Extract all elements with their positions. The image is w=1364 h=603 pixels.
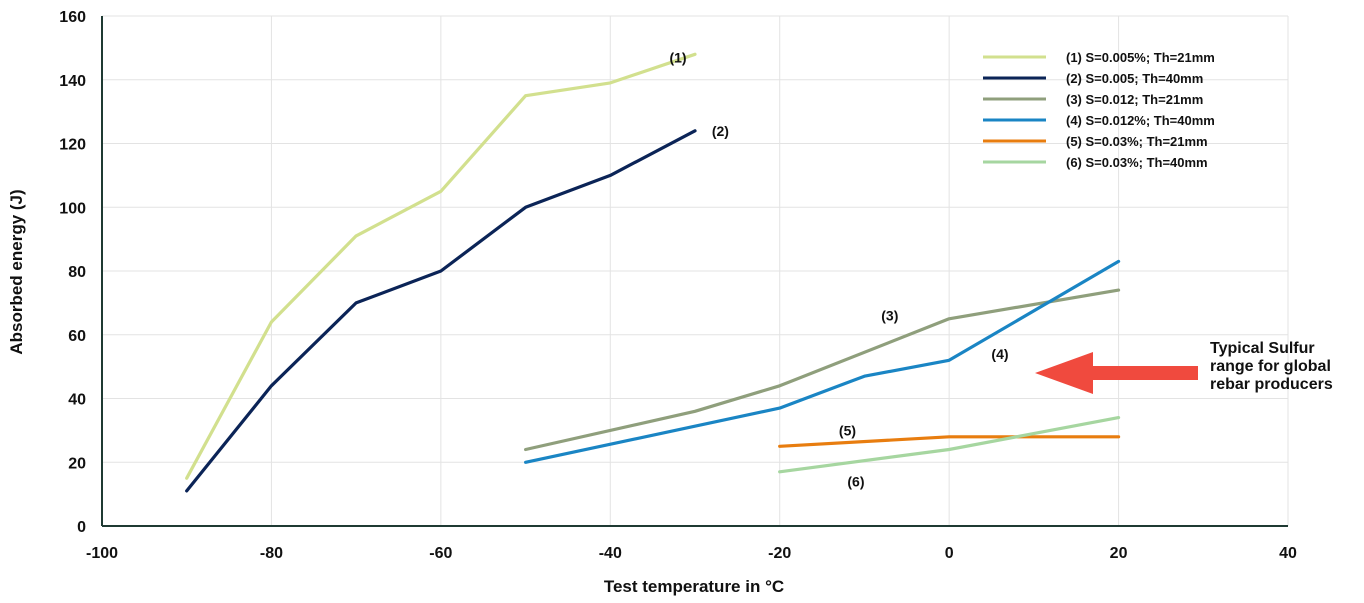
- curve-label-2: (2): [712, 123, 729, 139]
- legend-label-6: (6) S=0.03%; Th=40mm: [1066, 155, 1208, 170]
- tick-labels: 0 20 40 60 80 100 120 140 160 -100 -80 -60 -40 -20 0 20…: [59, 9, 1297, 562]
- legend: (1) S=0.005%; Th=21mm (2) S=0.005; Th=40m…: [983, 50, 1215, 170]
- grid: [102, 15, 1289, 526]
- series-lines: [185, 52, 1121, 493]
- y-axis-title: Absorbed energy (J): [7, 189, 26, 354]
- y-tick-label: 140: [59, 73, 86, 90]
- y-tick-label: 80: [68, 264, 86, 281]
- legend-label-5: (5) S=0.03%; Th=21mm: [1066, 134, 1208, 149]
- x-tick-label: -100: [86, 545, 118, 562]
- curve-label-3: (3): [881, 308, 898, 324]
- y-tick-label: 40: [68, 392, 86, 409]
- legend-label-3: (3) S=0.012; Th=21mm: [1066, 92, 1203, 107]
- y-tick-label: 120: [59, 137, 86, 154]
- x-tick-label: 20: [1110, 545, 1128, 562]
- x-tick-label: -40: [599, 545, 622, 562]
- annotation-line-3: rebar producers: [1210, 376, 1333, 393]
- x-tick-label: 0: [945, 545, 954, 562]
- left-arrow-icon: [1035, 352, 1198, 394]
- y-tick-label: 160: [59, 9, 86, 26]
- x-axis-title: Test temperature in °C: [604, 577, 784, 596]
- series-line-3: [523, 288, 1121, 452]
- curve-label-4: (4): [991, 346, 1008, 362]
- x-tick-label: -80: [260, 545, 283, 562]
- series-line-4: [523, 259, 1121, 464]
- axes: [101, 16, 1288, 527]
- curve-label-1: (1): [669, 49, 686, 65]
- series-line-1: [185, 52, 697, 480]
- y-tick-label: 60: [68, 328, 86, 345]
- series-line-5: [778, 435, 1121, 448]
- curve-label-6: (6): [847, 473, 864, 489]
- series-line-2: [185, 129, 697, 493]
- y-tick-label: 0: [77, 519, 86, 536]
- annotation-line-1: Typical Sulfur: [1210, 340, 1315, 357]
- y-tick-label: 100: [59, 200, 86, 217]
- legend-label-2: (2) S=0.005; Th=40mm: [1066, 71, 1203, 86]
- x-tick-label: -20: [768, 545, 791, 562]
- x-tick-label: -60: [429, 545, 452, 562]
- legend-label-1: (1) S=0.005%; Th=21mm: [1066, 50, 1215, 65]
- x-tick-label: 40: [1279, 545, 1297, 562]
- curve-label-5: (5): [839, 422, 856, 438]
- y-tick-label: 20: [68, 455, 86, 472]
- series-line-6: [778, 416, 1121, 474]
- curve-labels: (1) (2) (3) (4) (5) (6): [669, 49, 1008, 489]
- annotation-line-2: range for global: [1210, 358, 1331, 375]
- legend-label-4: (4) S=0.012%; Th=40mm: [1066, 113, 1215, 128]
- sulfur-range-annotation: Typical Sulfur range for global rebar pr…: [1035, 340, 1333, 394]
